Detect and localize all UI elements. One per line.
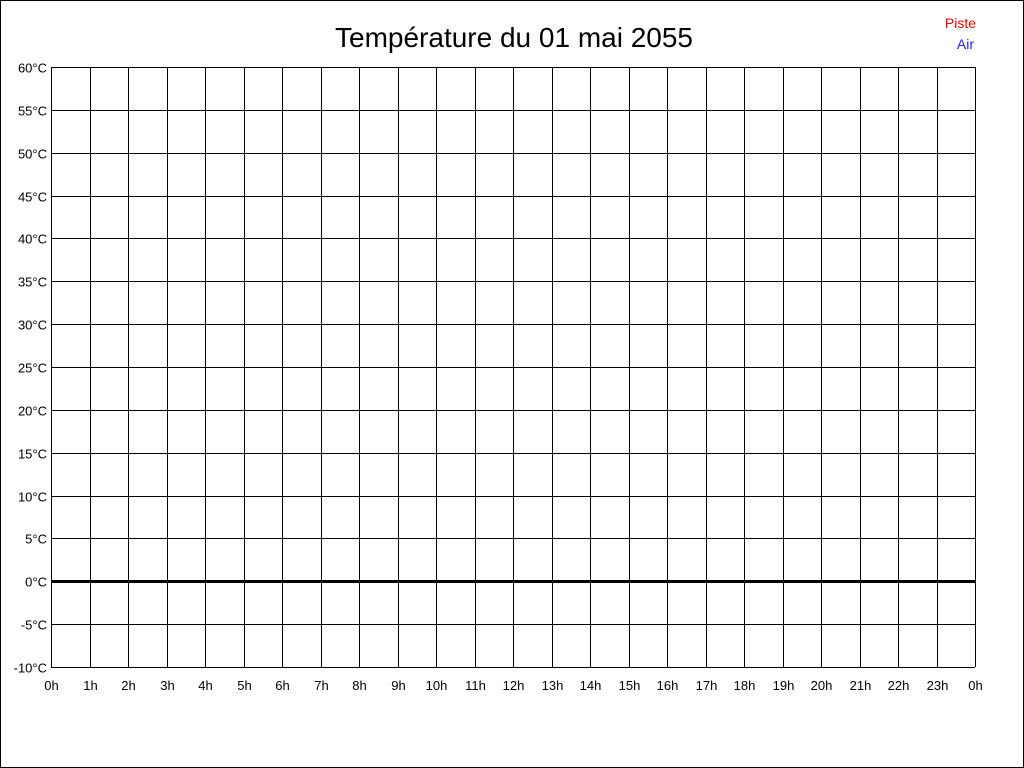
x-tick-label: 7h <box>314 678 328 693</box>
chart-title: Température du 01 mai 2055 <box>335 22 693 53</box>
x-tick-label: 5h <box>237 678 251 693</box>
y-tick-label: 15°C <box>18 447 47 462</box>
x-tick-label: 9h <box>391 678 405 693</box>
y-tick-label: 60°C <box>18 61 47 76</box>
y-tick-label: 0°C <box>25 575 47 590</box>
x-tick-label: 20h <box>811 678 833 693</box>
x-axis-ticks: 0h 1h 2h 3h 4h 5h 6h 7h 8h 9h 10h 11h 12h 13h 14h 15h 16… <box>44 678 982 693</box>
y-tick-label: 55°C <box>18 104 47 119</box>
y-tick-label: -10°C <box>14 661 47 676</box>
x-tick-label: 23h <box>927 678 949 693</box>
x-tick-label: 10h <box>426 678 448 693</box>
x-tick-label: 11h <box>465 678 486 693</box>
x-tick-label: 12h <box>503 678 525 693</box>
y-tick-label: 5°C <box>25 532 47 547</box>
x-tick-label: 14h <box>580 678 602 693</box>
x-tick-label: 2h <box>121 678 135 693</box>
y-tick-label: -5°C <box>21 618 47 633</box>
x-tick-label: 21h <box>850 678 872 693</box>
x-tick-label: 3h <box>160 678 174 693</box>
x-tick-label: 16h <box>657 678 679 693</box>
y-tick-label: 10°C <box>18 490 47 505</box>
legend-piste: Piste <box>945 15 976 31</box>
grid <box>51 67 976 668</box>
x-tick-label: 6h <box>275 678 289 693</box>
x-tick-label: 0h <box>968 678 982 693</box>
y-tick-label: 45°C <box>18 190 47 205</box>
legend-air: Air <box>957 36 974 52</box>
y-tick-label: 50°C <box>18 147 47 162</box>
x-tick-label: 4h <box>198 678 212 693</box>
x-tick-label: 0h <box>44 678 58 693</box>
x-tick-label: 22h <box>888 678 910 693</box>
y-axis-ticks: 60°C 55°C 50°C 45°C 40°C 35°C 30°C 25°C 20°C 15°C… <box>14 61 47 676</box>
x-tick-label: 15h <box>619 678 641 693</box>
y-tick-label: 40°C <box>18 232 47 247</box>
x-tick-label: 1h <box>83 678 97 693</box>
y-tick-label: 25°C <box>18 361 47 376</box>
x-tick-label: 18h <box>734 678 756 693</box>
y-tick-label: 30°C <box>18 318 47 333</box>
x-tick-label: 17h <box>696 678 718 693</box>
y-tick-label: 20°C <box>18 404 47 419</box>
x-tick-label: 19h <box>773 678 795 693</box>
y-tick-label: 35°C <box>18 275 47 290</box>
x-tick-label: 8h <box>352 678 366 693</box>
x-tick-label: 13h <box>542 678 564 693</box>
